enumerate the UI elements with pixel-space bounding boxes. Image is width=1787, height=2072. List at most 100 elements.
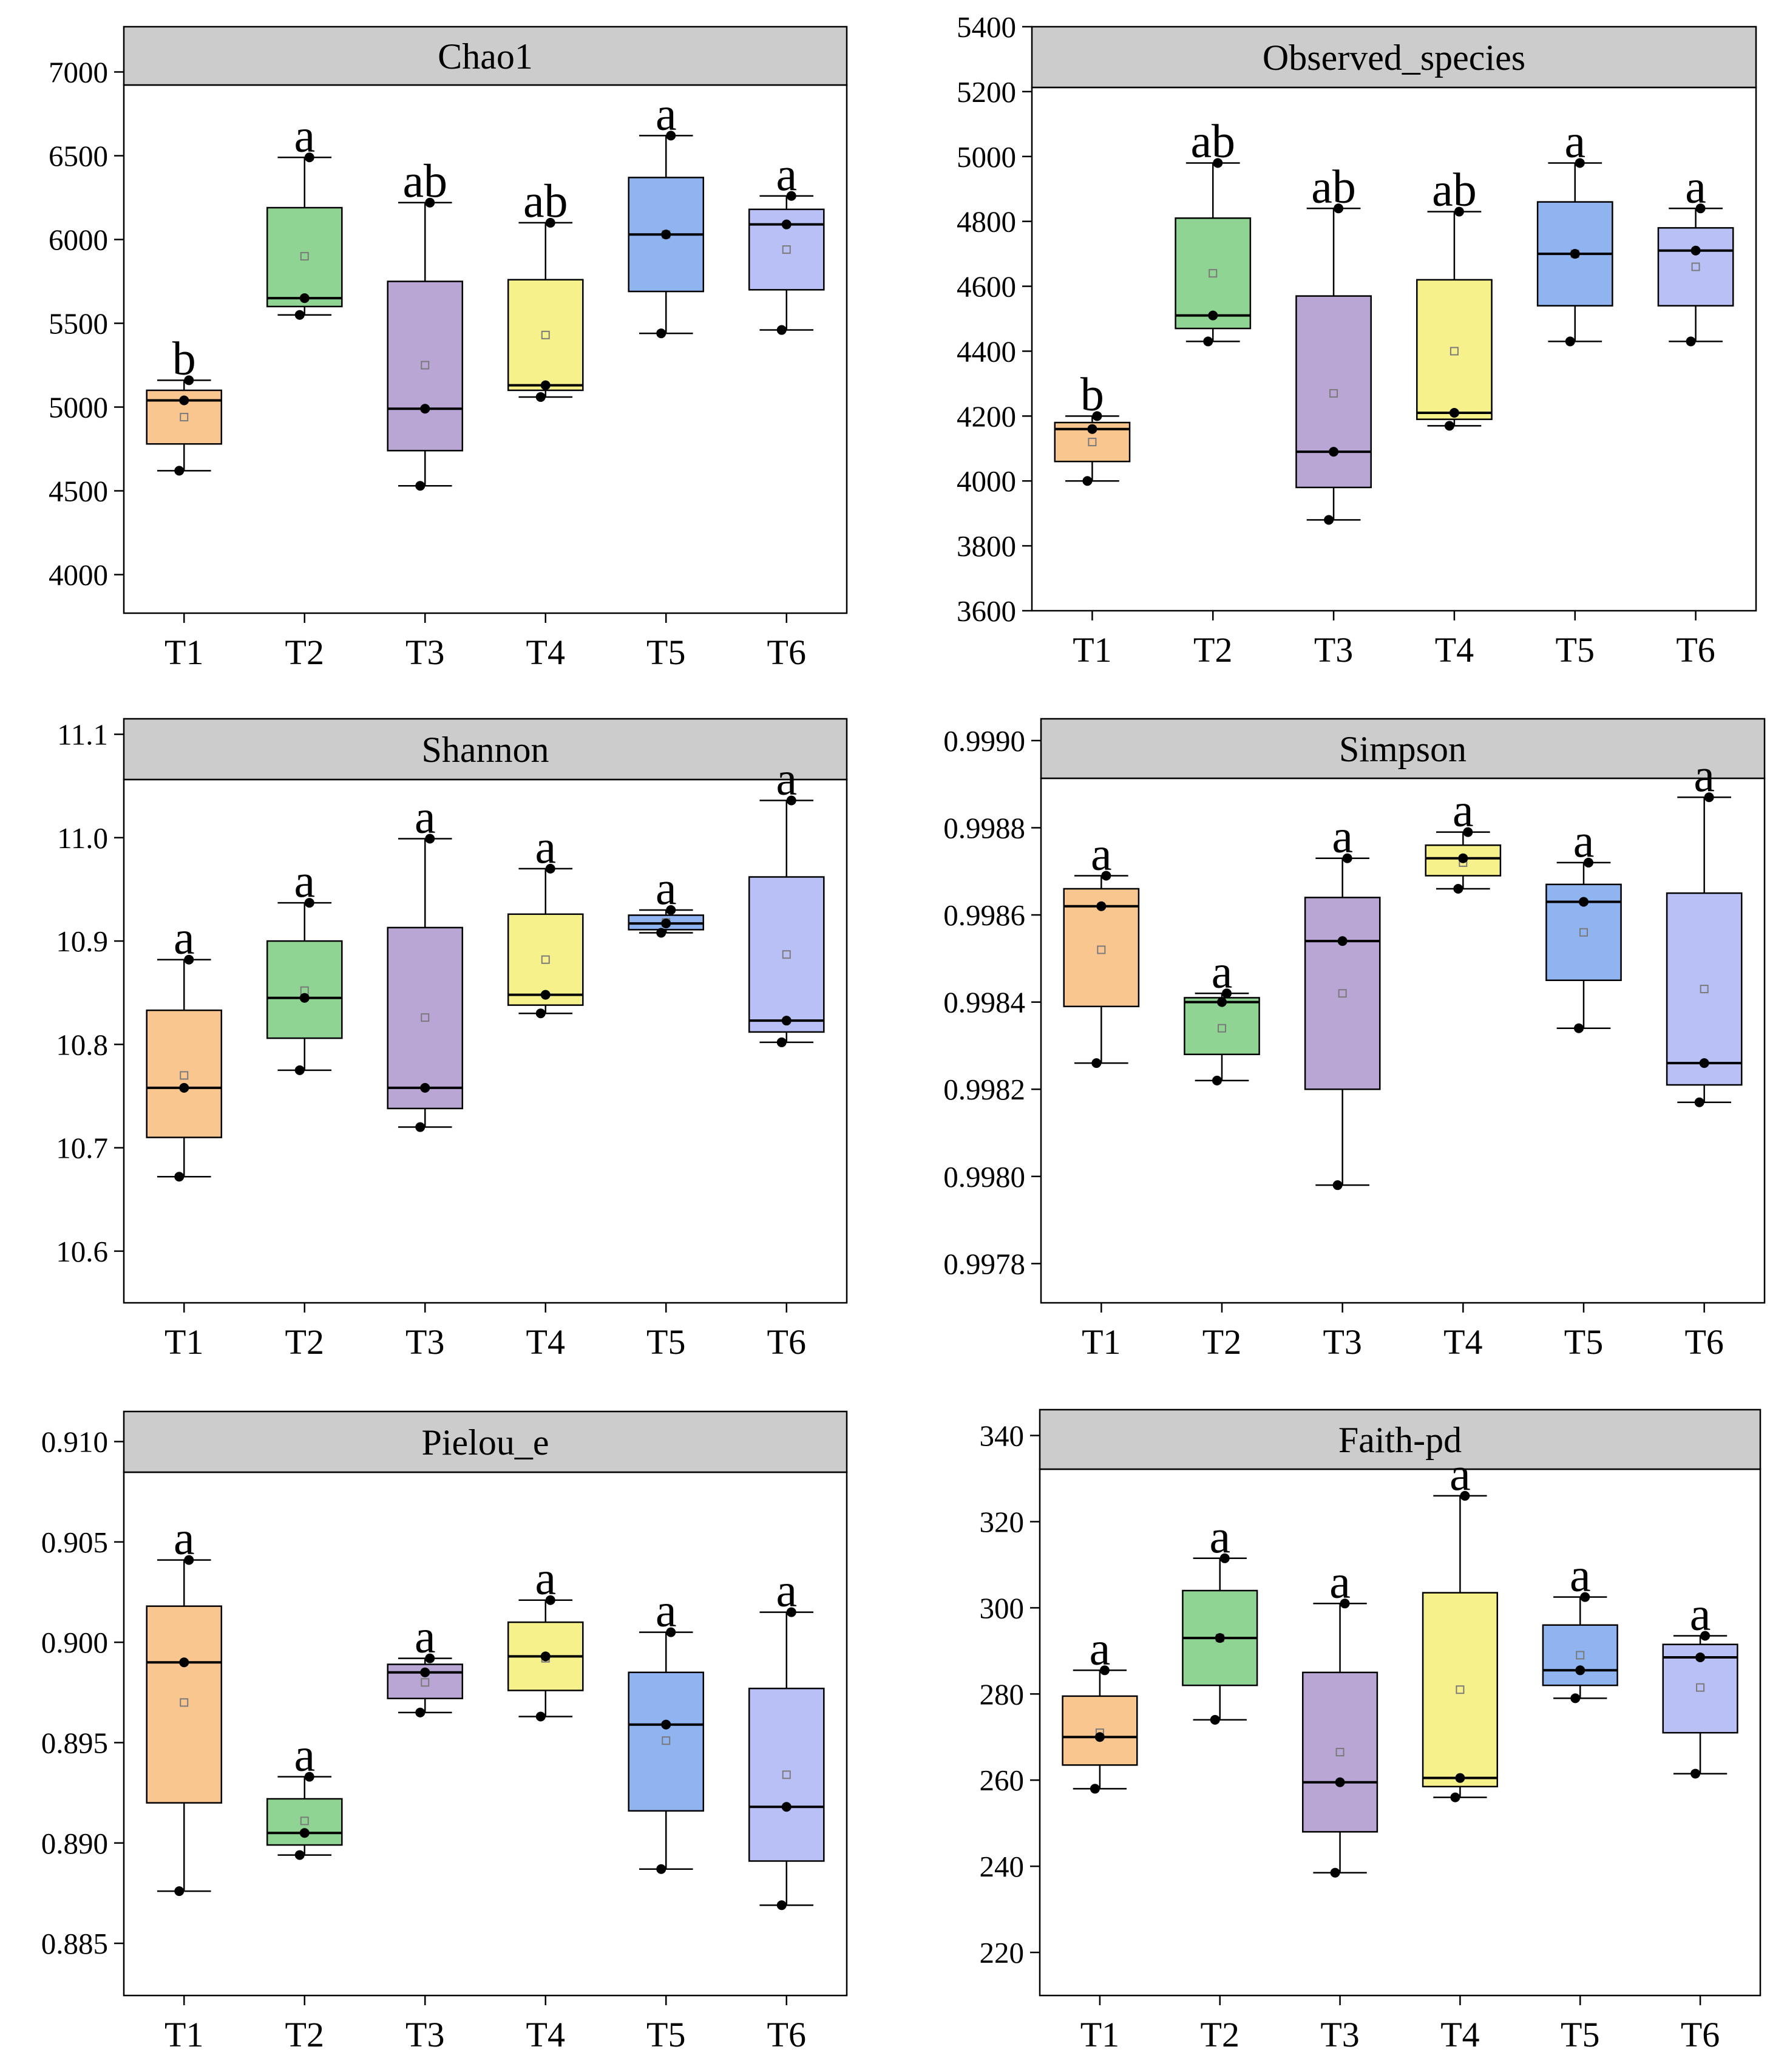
data-point: [1334, 203, 1344, 214]
x-tick-label: T2: [1193, 630, 1232, 670]
data-point: [1580, 1592, 1590, 1602]
mean-marker: [1700, 985, 1709, 994]
x-tick-label: T4: [1440, 2015, 1479, 2054]
data-point: [1094, 1732, 1105, 1742]
data-point: [535, 1711, 546, 1722]
mean-marker: [1209, 269, 1218, 278]
y-tick-label: 0.9986: [943, 898, 1025, 932]
box-body: [1542, 1624, 1618, 1686]
plot-frame: [123, 1471, 848, 1997]
mean-marker: [541, 330, 550, 339]
box-T5: a: [628, 1584, 705, 1874]
box-T2: a: [266, 1728, 343, 1860]
data-point: [661, 229, 671, 240]
data-point: [786, 191, 796, 201]
y-tick-label: 6500: [49, 140, 108, 173]
box-T1: b: [1054, 367, 1131, 486]
y-tick-label: 0.9978: [943, 1247, 1025, 1280]
panel-observed-species: Observed_species 3600 3800 4000 4200 4400 4600…: [957, 10, 1757, 670]
data-point: [1082, 476, 1093, 486]
box-T5: a: [628, 861, 705, 938]
panel-simpson: Simpson 0.9978 0.9980 0.9982 0.9984 0.9986 0.9…: [943, 718, 1766, 1362]
mean-marker: [1579, 928, 1588, 937]
box-body: [266, 206, 343, 308]
data-point: [304, 898, 314, 908]
x-tick-label: T4: [1435, 630, 1474, 670]
box-T5: a: [1542, 1549, 1618, 1703]
data-point: [1340, 1598, 1350, 1609]
data-point: [179, 1657, 189, 1668]
x-tick-label: T6: [767, 2015, 806, 2054]
y-tick-label: 4500: [49, 475, 108, 508]
x-tick-label: T4: [526, 633, 565, 672]
box-T6: a: [1657, 160, 1734, 347]
box-body: [1666, 892, 1743, 1086]
data-point: [786, 1607, 796, 1617]
significance-letter: a: [294, 109, 315, 161]
y-tick-label: 5000: [957, 140, 1016, 174]
significance-letter: a: [415, 1610, 436, 1663]
plot-frame: [123, 778, 848, 1304]
mean-marker: [1456, 1685, 1465, 1694]
data-point: [425, 1653, 435, 1663]
data-point: [1453, 883, 1463, 894]
x-tick-label: T4: [1443, 1322, 1482, 1362]
y-tick-label: 280: [980, 1677, 1025, 1711]
box-body: [1302, 1671, 1378, 1833]
y-tick-label: 11.0: [57, 821, 108, 855]
box-body: [1657, 227, 1734, 307]
x-tick-label: T5: [1561, 2015, 1599, 2054]
significance-letter: a: [1332, 810, 1353, 863]
data-point: [1342, 853, 1352, 863]
data-point: [1092, 411, 1102, 421]
data-point: [545, 1595, 555, 1605]
mean-marker: [662, 1736, 671, 1745]
x-tick-label: T1: [164, 2015, 203, 2054]
y-tick-label: 5400: [957, 10, 1016, 44]
x-tick-label: T5: [646, 2015, 685, 2054]
significance-letter: a: [776, 1564, 797, 1617]
data-point: [535, 1008, 546, 1019]
x-tick-label: T1: [164, 1322, 203, 1362]
data-point: [420, 1667, 430, 1677]
data-point: [294, 1850, 305, 1860]
significance-letter: a: [1570, 1549, 1591, 1602]
data-point: [1096, 901, 1107, 911]
x-tick-label: T1: [1073, 630, 1111, 670]
data-point: [299, 293, 310, 304]
panel-chao1: Chao1 4000 4500 5000 5500 6000 6500 7000 T1 T2 T3 T…: [49, 25, 848, 672]
y-tick-label: 4400: [957, 335, 1016, 368]
y-tick-label: 0.9984: [943, 986, 1025, 1019]
mean-marker: [421, 361, 430, 370]
panel-strip: [123, 1410, 848, 1473]
x-tick-label: T2: [285, 2015, 324, 2054]
data-point: [294, 1065, 305, 1075]
mean-marker: [1338, 989, 1347, 998]
mean-marker: [300, 1816, 309, 1826]
mean-marker: [1088, 438, 1097, 447]
mean-marker: [782, 1770, 791, 1779]
data-point: [174, 466, 185, 476]
data-point: [1329, 447, 1339, 457]
x-tick-label: T3: [405, 2015, 444, 2054]
significance-letter: a: [656, 1584, 677, 1637]
x-tick-label: T2: [285, 633, 324, 672]
data-point: [299, 1828, 310, 1838]
box-T1: a: [146, 911, 223, 1182]
mean-marker: [782, 950, 791, 959]
box-T3: a: [1302, 1555, 1378, 1878]
data-point: [1091, 1058, 1102, 1068]
data-point: [781, 1016, 792, 1026]
significance-letter: a: [174, 1512, 195, 1564]
y-tick-label: 0.9980: [943, 1160, 1025, 1194]
y-tick-label: 320: [980, 1505, 1025, 1538]
y-tick-label: 240: [980, 1850, 1025, 1883]
y-tick-label: 7000: [49, 56, 108, 89]
plot-frame: [123, 84, 848, 614]
box-body: [628, 1671, 705, 1812]
data-point: [174, 1172, 185, 1182]
box-body: [266, 940, 343, 1039]
data-point: [1222, 988, 1232, 999]
box-body: [387, 1663, 464, 1699]
